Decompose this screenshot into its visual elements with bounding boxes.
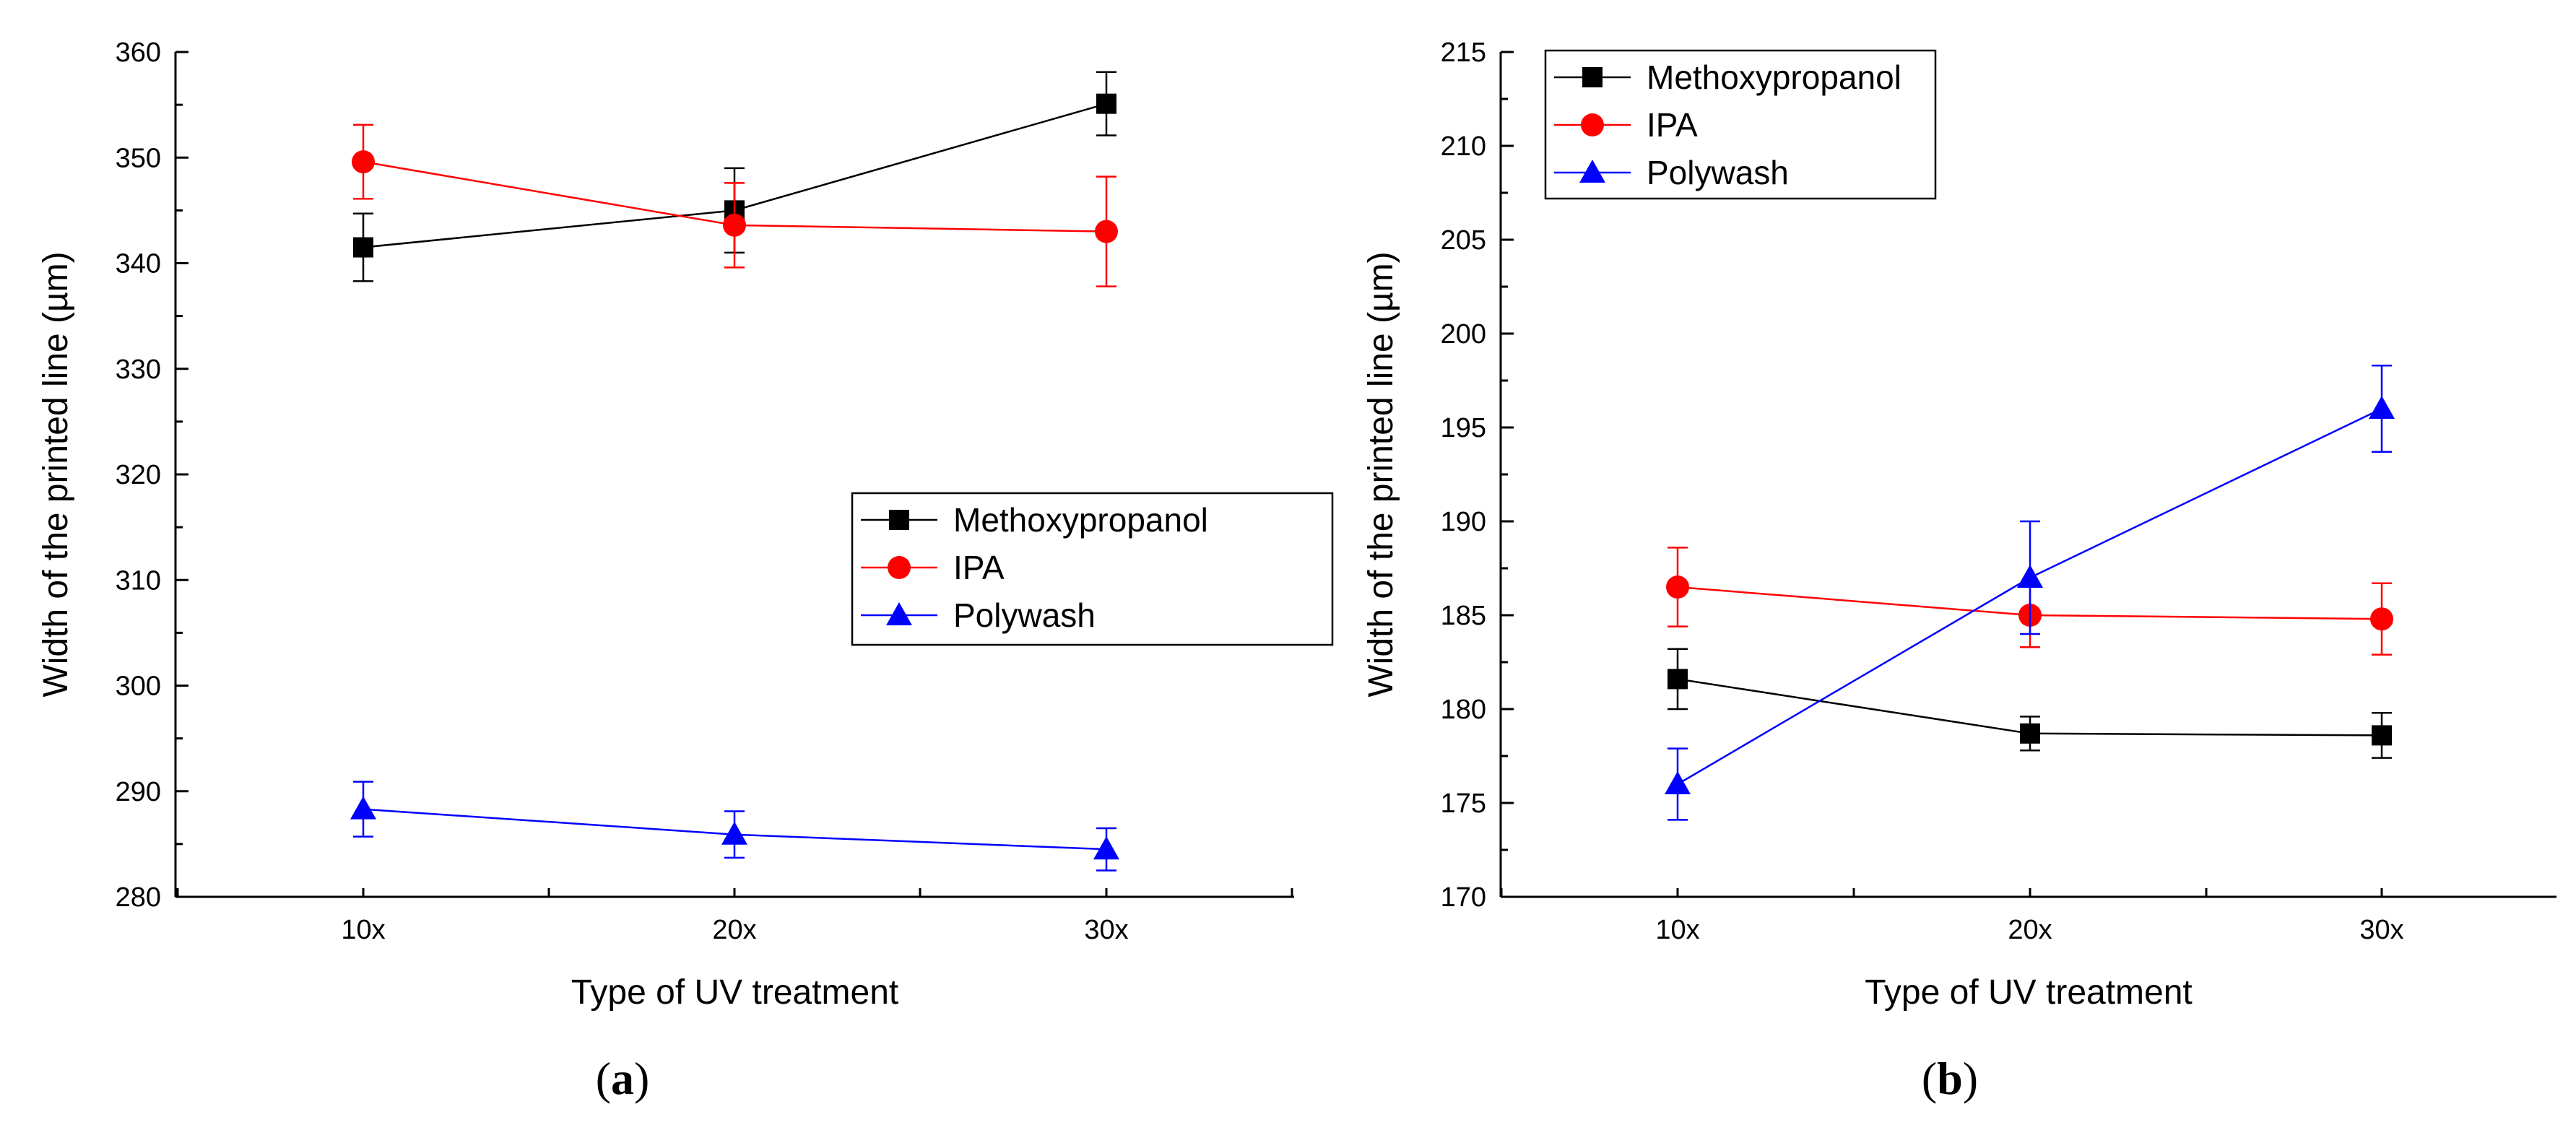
legend-label: IPA bbox=[953, 549, 1005, 586]
chart-panel-a: 280 290 300 310 320 330 340 350 360 10x 20x 30x Type… bbox=[37, 38, 1334, 1104]
data-point bbox=[1668, 669, 1688, 690]
x-tick-label: 20x bbox=[2008, 915, 2052, 945]
data-point bbox=[2370, 607, 2393, 631]
legend: Methoxypropanol IPA Polywash bbox=[1544, 49, 1937, 200]
data-point bbox=[2369, 396, 2395, 419]
y-tick-label: 210 bbox=[1441, 131, 1486, 162]
y-tick-label: 180 bbox=[1441, 695, 1486, 725]
series-polywash bbox=[1665, 364, 2395, 821]
y-tick-label: 190 bbox=[1441, 507, 1486, 537]
y-tick-label: 205 bbox=[1441, 225, 1486, 256]
x-tick-label: 30x bbox=[1084, 915, 1128, 945]
x-tick-label: 10x bbox=[341, 915, 385, 945]
y-tick-label: 215 bbox=[1441, 38, 1486, 68]
y-axis-title: Width of the printed line (µm) bbox=[37, 251, 75, 697]
y-tick-label: 290 bbox=[116, 777, 161, 807]
legend-marker bbox=[1582, 67, 1603, 87]
x-tick-label: 10x bbox=[1655, 915, 1699, 945]
y-tick-label: 310 bbox=[116, 565, 161, 596]
data-point bbox=[721, 821, 747, 845]
legend-marker bbox=[889, 510, 909, 530]
legend-label: Methoxypropanol bbox=[1647, 58, 1901, 96]
data-point bbox=[1093, 836, 1119, 860]
legend-label: Polywash bbox=[953, 596, 1096, 634]
legend: Methoxypropanol IPA Polywash bbox=[851, 492, 1334, 646]
data-point bbox=[353, 237, 373, 258]
y-tick-label: 175 bbox=[1441, 789, 1486, 819]
data-point bbox=[2017, 565, 2043, 588]
panel-label: (b) bbox=[1922, 1053, 1978, 1104]
legend-marker bbox=[1579, 160, 1605, 183]
series-ipa bbox=[352, 123, 1118, 287]
data-point bbox=[1095, 220, 1118, 243]
chart-panel-b: 170 175 180 185 190 195 200 205 210 215 10x 20x 30x T… bbox=[1362, 38, 2557, 1104]
y-tick-label: 170 bbox=[1441, 882, 1486, 913]
y-tick-label: 330 bbox=[116, 355, 161, 385]
data-point bbox=[2020, 723, 2040, 744]
y-axis-title: Width of the printed line (µm) bbox=[1362, 251, 1400, 697]
legend-label: Polywash bbox=[1647, 154, 1789, 191]
legend-label: IPA bbox=[1647, 106, 1698, 144]
data-point bbox=[1096, 93, 1116, 114]
legend-marker bbox=[1581, 113, 1604, 136]
data-point bbox=[1665, 771, 1691, 794]
x-tick-label: 20x bbox=[712, 915, 756, 945]
legend-label: Methoxypropanol bbox=[953, 501, 1208, 539]
data-point bbox=[1666, 575, 1689, 599]
legend-marker bbox=[888, 556, 911, 579]
axes: 280 290 300 310 320 330 340 350 360 10x 20x 30x bbox=[116, 38, 1294, 945]
series-polywash bbox=[350, 781, 1119, 872]
y-tick-label: 340 bbox=[116, 249, 161, 279]
axes: 170 175 180 185 190 195 200 205 210 215 10x 20x 30x bbox=[1441, 38, 2557, 945]
y-tick-label: 320 bbox=[116, 460, 161, 490]
y-tick-label: 280 bbox=[116, 882, 161, 913]
y-tick-label: 300 bbox=[116, 672, 161, 702]
legend-marker bbox=[886, 602, 912, 625]
data-point bbox=[723, 213, 746, 237]
y-tick-label: 200 bbox=[1441, 319, 1486, 349]
legend-box bbox=[851, 492, 1334, 646]
y-tick-label: 185 bbox=[1441, 601, 1486, 631]
y-tick-label: 360 bbox=[116, 38, 161, 68]
y-tick-label: 195 bbox=[1441, 413, 1486, 443]
panel-label: (a) bbox=[596, 1053, 650, 1104]
x-axis-title: Type of UV treatment bbox=[1865, 973, 2193, 1012]
data-point bbox=[350, 796, 376, 820]
data-point bbox=[352, 150, 375, 174]
data-point bbox=[2372, 725, 2392, 746]
series-methoxypropanol bbox=[1668, 648, 2392, 759]
x-axis-title: Type of UV treatment bbox=[571, 973, 899, 1012]
x-tick-label: 30x bbox=[2359, 915, 2403, 945]
y-tick-label: 350 bbox=[116, 143, 161, 173]
